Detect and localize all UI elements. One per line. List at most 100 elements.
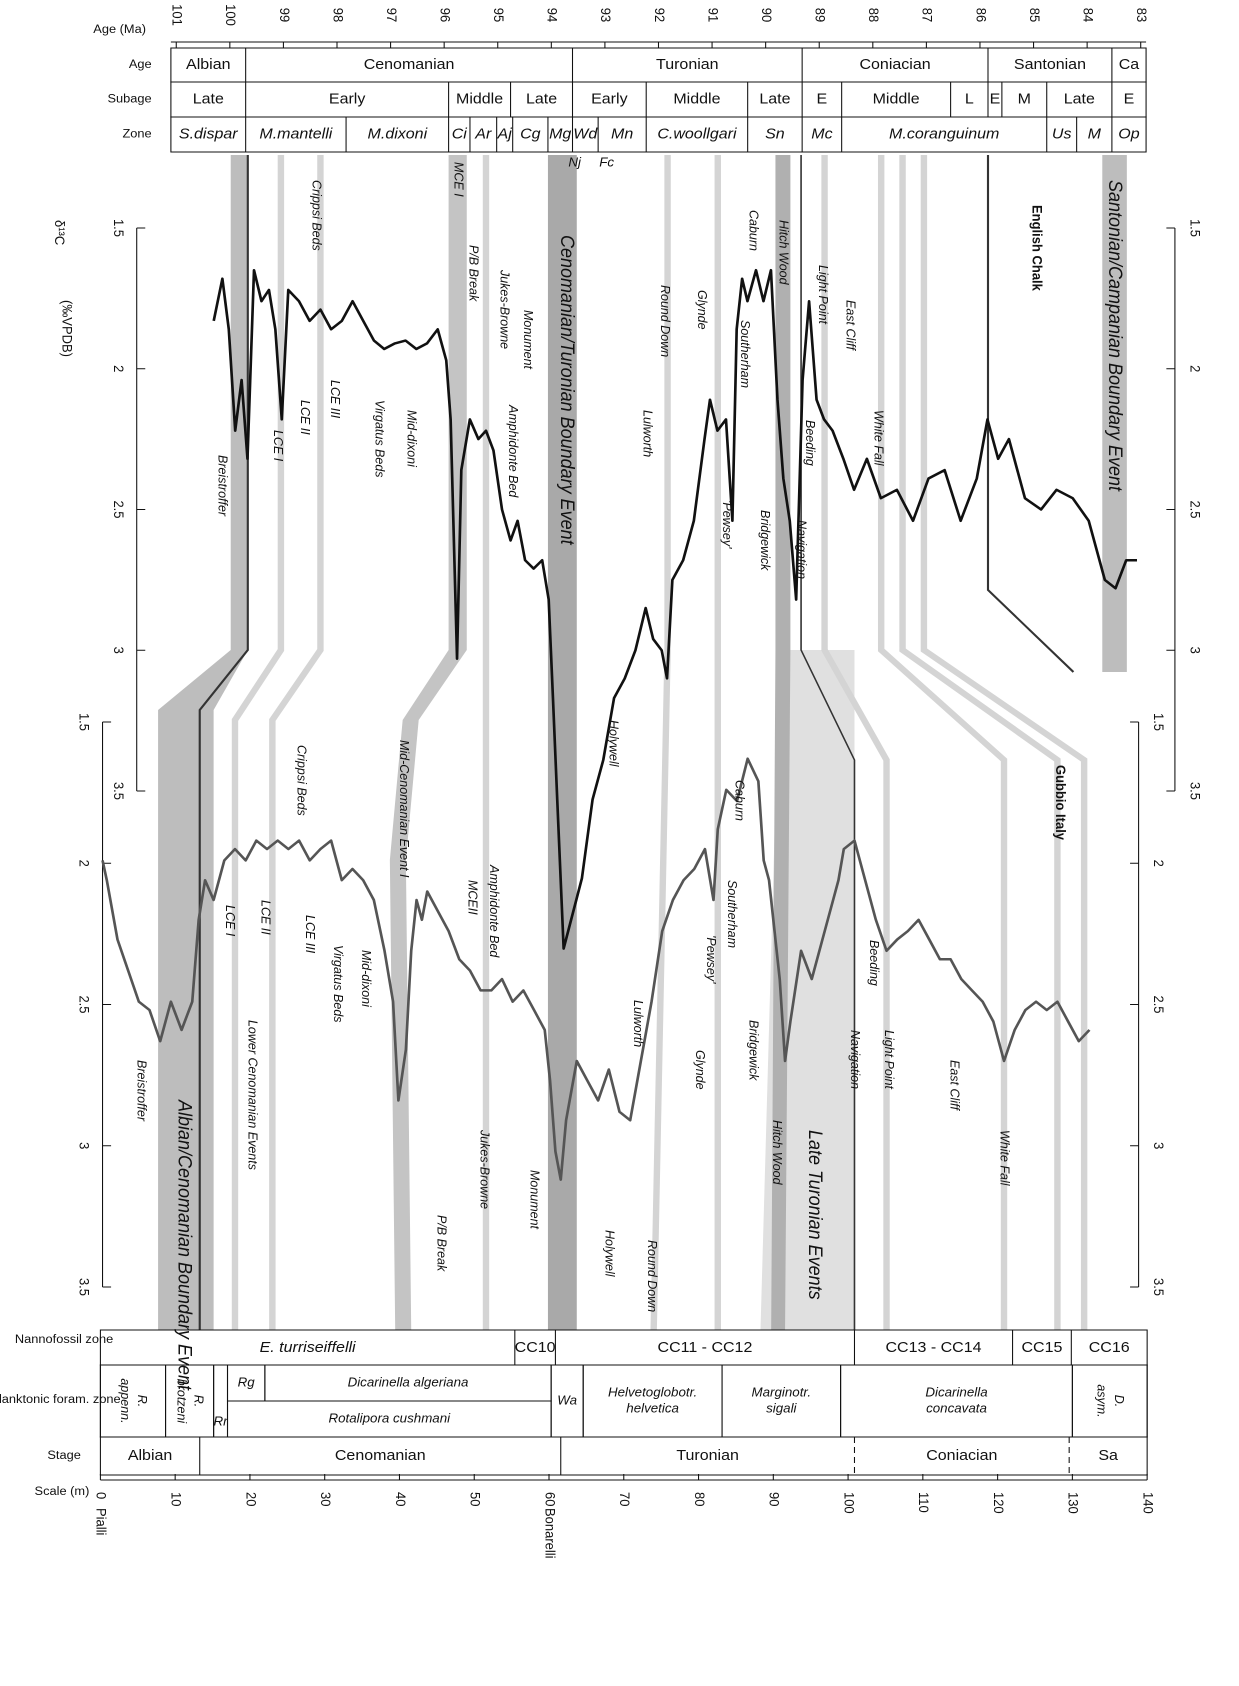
event-label: Glynde (693, 1050, 708, 1090)
x-tick-label: 20 (243, 1492, 258, 1506)
event-label: Mid-Cenomanian Event I (397, 740, 412, 878)
x-tick-label: 80 (692, 1492, 707, 1506)
cell-label: Cenomanian (364, 56, 455, 72)
y-tick-label: 2 (111, 365, 126, 372)
x-tick-label: 50 (467, 1492, 482, 1506)
x-tick-label: 130 (1066, 1492, 1081, 1514)
x-tick-label: 89 (812, 8, 827, 22)
x-tick-label: 70 (617, 1492, 632, 1506)
cell-label: Rr (214, 1414, 229, 1428)
cell-label: M.mantelli (259, 126, 332, 142)
cell-label: Helvetoglobotr. (608, 1385, 697, 1399)
cell-label: Coniacian (859, 56, 930, 72)
y-tick-label: 3 (1151, 1142, 1166, 1149)
event-label: Crippsi Beds (295, 745, 310, 816)
event-line (269, 155, 324, 1330)
y-tick-label: 2 (1187, 365, 1202, 372)
cell-label: M.coranguinum (889, 126, 999, 142)
event-line (877, 155, 1008, 1330)
cell-label: M (1018, 91, 1031, 107)
event-line (899, 155, 1061, 1330)
cell-label: Middle (873, 91, 920, 107)
x-tick-label: 120 (991, 1492, 1006, 1514)
x-tick-label: 100 (223, 4, 238, 26)
event-label: Bridgewick (758, 510, 773, 571)
event-label: LCE II (258, 900, 273, 935)
event-label: Monument (527, 1170, 542, 1230)
event-label: Light Point (816, 265, 831, 325)
event-label: Jukes-Browne (477, 1129, 492, 1209)
x-tick-label: 140 (1140, 1492, 1155, 1514)
cell-label: Middle (456, 91, 503, 107)
x-tick-label: 94 (545, 8, 560, 23)
cell-label: Ca (1119, 56, 1140, 72)
cell-label: Ar (474, 126, 492, 142)
event-bands (158, 155, 1127, 1331)
event-label: Caburn (732, 780, 747, 821)
event-label: Southerham (725, 880, 740, 948)
cell-label: Cg (520, 126, 541, 142)
band (547, 155, 577, 1330)
cell-label: Coniacian (926, 1447, 997, 1463)
cell-label: Wa (557, 1393, 577, 1407)
event-line (920, 155, 1088, 1330)
event-label: Navigation (794, 520, 809, 579)
boundary-line (986, 155, 1075, 673)
cell-label: CC16 (1089, 1339, 1130, 1355)
cell-label: Sn (765, 126, 785, 142)
x-tick-label: 85 (1027, 8, 1042, 22)
band (771, 155, 791, 1330)
cell-label: helvetica (626, 1401, 679, 1415)
event-label: Mid-dixoni (405, 410, 420, 468)
x-tick-label: 40 (393, 1492, 408, 1506)
cell-label: Middle (673, 91, 720, 107)
cell-label: Santonian (1014, 56, 1086, 72)
x-tick-label: 97 (384, 8, 399, 22)
event-label: East Cliff (844, 300, 859, 351)
event-label: Round Down (645, 1240, 660, 1312)
event-label: LCE I (271, 430, 286, 462)
cell-label: Turonian (656, 56, 719, 72)
event-label: Monument (521, 310, 536, 370)
x-axis-title: Age (Ma) (93, 23, 146, 37)
boundary-line (198, 155, 249, 1330)
cell-label: Turonian (676, 1447, 739, 1463)
y-tick-label: 3.5 (77, 1278, 92, 1296)
cell-label: Mc (811, 126, 833, 142)
event-label: Lower Cenomanian Events (245, 1020, 260, 1170)
cell-label: Albian (128, 1447, 172, 1463)
y-tick-label: 1.5 (1187, 219, 1202, 237)
cell-label: E (1124, 91, 1135, 107)
event-label: Hitch Wood (776, 220, 791, 285)
cell-label: R. (135, 1395, 150, 1408)
cell-label: E (990, 91, 1001, 107)
row-label: Nannofossil zone (15, 1333, 113, 1347)
event-label: Amphidonte Bed (506, 404, 521, 498)
event-label: Lulworth (641, 410, 656, 457)
event-label: LCE I (223, 905, 238, 937)
y-axis-title: δ¹³C (52, 220, 67, 246)
event-label: P/B Break (467, 245, 482, 302)
x-tick-label: 0 (94, 1492, 109, 1499)
x-tick-label: 83 (1134, 8, 1149, 22)
cell-label: Sa (1098, 1447, 1118, 1463)
event-label: Late Turonian Events (805, 1130, 827, 1300)
cell-label: asym. (1095, 1384, 1110, 1417)
x-axis-title: Scale (m) (35, 1485, 90, 1499)
event-label: Virgatus Beds (373, 400, 388, 478)
x-tick-label: 110 (916, 1492, 931, 1513)
x-tick-label: 91 (705, 8, 720, 22)
x-tick-label: 98 (330, 8, 345, 22)
y-tick-label: 2.5 (77, 995, 92, 1013)
cell-label: CC13 - CC14 (886, 1339, 982, 1355)
event-label: Hitch Wood (770, 1120, 785, 1185)
cell-label: Mg (549, 126, 572, 142)
y-tick-label: 2 (77, 860, 92, 867)
event-label: Light Point (882, 1030, 897, 1090)
y-tick-label: 1.5 (1151, 713, 1166, 731)
y-tick-label: 3.5 (111, 782, 126, 800)
cell-label: C.woollgari (657, 126, 737, 142)
cell-label: Late (759, 91, 790, 107)
cell-label: CC10 (515, 1339, 556, 1355)
event-label: 'Pewsey' (720, 500, 735, 549)
